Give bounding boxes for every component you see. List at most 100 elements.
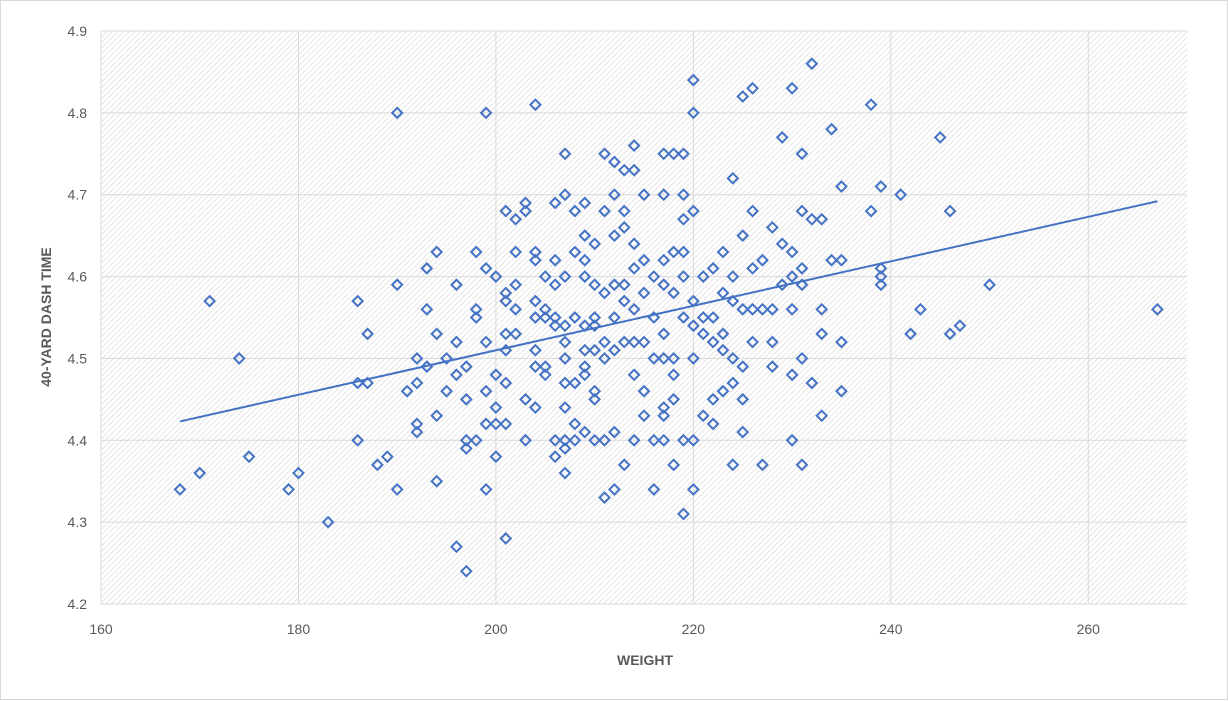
data-point bbox=[627, 261, 641, 275]
y-tick-label: 4.7 bbox=[68, 187, 88, 203]
data-point bbox=[657, 188, 671, 202]
data-point bbox=[835, 253, 848, 267]
data-point bbox=[953, 319, 967, 333]
data-point bbox=[736, 360, 750, 374]
data-point bbox=[588, 392, 602, 406]
data-point bbox=[736, 425, 750, 439]
data-point bbox=[479, 335, 493, 349]
data-point bbox=[489, 270, 503, 283]
data-point bbox=[874, 270, 888, 283]
data-point bbox=[558, 319, 572, 333]
data-point bbox=[795, 147, 809, 161]
data-point bbox=[785, 368, 799, 382]
data-point bbox=[410, 352, 424, 365]
data-point bbox=[825, 122, 838, 136]
data-point bbox=[716, 327, 730, 341]
data-point bbox=[815, 327, 829, 341]
data-point bbox=[667, 352, 681, 365]
data-point bbox=[686, 433, 700, 447]
data-point bbox=[351, 433, 365, 447]
data-point bbox=[607, 188, 621, 202]
data-point bbox=[864, 98, 878, 112]
data-point bbox=[696, 311, 710, 324]
data-point bbox=[430, 474, 444, 488]
data-point bbox=[558, 433, 572, 447]
data-point bbox=[479, 417, 493, 431]
data-points bbox=[173, 57, 1164, 578]
data-point bbox=[509, 278, 523, 292]
data-point bbox=[499, 327, 513, 341]
data-point bbox=[726, 352, 740, 365]
data-point bbox=[706, 417, 720, 431]
data-point bbox=[765, 360, 779, 374]
data-point bbox=[450, 335, 463, 349]
data-point bbox=[617, 163, 631, 177]
data-point bbox=[607, 155, 621, 169]
data-point bbox=[568, 245, 582, 259]
data-point bbox=[459, 360, 473, 374]
data-point bbox=[617, 221, 631, 234]
data-point bbox=[686, 352, 700, 365]
data-point bbox=[726, 376, 740, 390]
data-point bbox=[933, 131, 947, 144]
data-point bbox=[519, 204, 532, 218]
data-point bbox=[578, 360, 592, 374]
data-point bbox=[677, 147, 690, 161]
data-point bbox=[706, 261, 720, 275]
data-point bbox=[637, 384, 651, 398]
data-point bbox=[568, 311, 582, 324]
data-point bbox=[627, 368, 641, 382]
data-point bbox=[598, 352, 611, 365]
data-point bbox=[696, 270, 710, 283]
data-point bbox=[430, 409, 444, 423]
data-point bbox=[578, 343, 592, 357]
data-point bbox=[232, 352, 246, 365]
data-point bbox=[746, 335, 760, 349]
data-point bbox=[489, 368, 503, 382]
data-point bbox=[558, 188, 572, 202]
data-point bbox=[894, 188, 908, 202]
data-point bbox=[193, 466, 207, 480]
data-point bbox=[667, 147, 681, 161]
data-point bbox=[489, 417, 503, 431]
data-point bbox=[519, 433, 532, 447]
data-point bbox=[686, 319, 700, 333]
data-point bbox=[785, 81, 799, 95]
data-point bbox=[292, 466, 305, 480]
data-point bbox=[509, 245, 523, 259]
data-point bbox=[548, 450, 562, 464]
data-point bbox=[459, 442, 473, 455]
data-point bbox=[469, 302, 483, 316]
data-point bbox=[726, 458, 740, 472]
data-point bbox=[568, 204, 582, 218]
data-point bbox=[459, 392, 473, 406]
data-point bbox=[815, 409, 829, 423]
y-tick-label: 4.4 bbox=[68, 432, 88, 448]
data-point bbox=[420, 261, 434, 275]
data-point bbox=[637, 409, 651, 423]
data-point bbox=[627, 433, 641, 447]
data-point bbox=[588, 343, 602, 357]
data-point bbox=[242, 450, 256, 464]
data-point bbox=[380, 450, 394, 464]
data-point bbox=[627, 139, 641, 153]
data-point bbox=[519, 392, 532, 406]
data-point bbox=[657, 327, 671, 341]
data-point bbox=[469, 311, 483, 324]
data-point bbox=[775, 278, 789, 292]
x-tick-label: 260 bbox=[1077, 621, 1101, 637]
data-point bbox=[538, 270, 552, 283]
data-point bbox=[775, 237, 789, 251]
data-point bbox=[677, 245, 690, 259]
y-tick-label: 4.8 bbox=[68, 105, 88, 121]
data-point bbox=[538, 360, 552, 374]
y-tick-label: 4.6 bbox=[68, 269, 88, 285]
data-point bbox=[528, 401, 542, 414]
y-tick-label: 4.3 bbox=[68, 514, 88, 530]
data-point bbox=[489, 450, 503, 464]
x-tick-label: 200 bbox=[484, 621, 508, 637]
data-point bbox=[637, 286, 651, 300]
data-point bbox=[795, 204, 809, 218]
